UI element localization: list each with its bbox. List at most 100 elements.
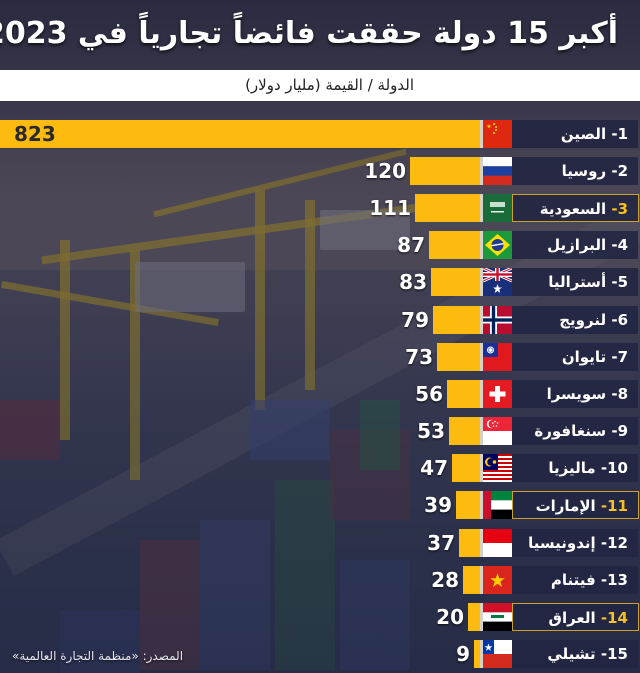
country-name: إندونيسيا: [528, 534, 596, 552]
chart-row-vietnam: 28 13- فيتنام: [0, 566, 640, 594]
rank-number: 7-: [611, 348, 628, 366]
bar-chile: [474, 640, 483, 668]
chart-row-indonesia: 37 12- إندونيسيا: [0, 529, 640, 557]
rank-number: 10-: [600, 459, 628, 477]
label-panel-chile: 15- تشيلي: [512, 640, 638, 668]
source-credit: المصدر: «منظمة التجارة العالمية»: [12, 649, 184, 663]
chile-flag-icon: [483, 640, 512, 668]
value-taiwan: 73: [405, 345, 433, 369]
taiwan-flag-icon: [483, 343, 512, 371]
country-name: البرازيل: [547, 236, 607, 254]
country-name: سنغافورة: [534, 422, 607, 440]
china-flag-icon: [483, 120, 512, 148]
country-name: روسيا: [561, 162, 607, 180]
rank-number: 14-: [600, 609, 628, 627]
rank-number: 1-: [611, 125, 628, 143]
label-panel-malaysia: 10- ماليزيا: [512, 454, 638, 482]
brazil-flag-icon: [483, 231, 512, 259]
country-label: 12- إندونيسيا: [528, 529, 628, 557]
saudi-arabia-flag-icon: [483, 194, 512, 222]
chart-row-uae: 39 11- الإمارات: [0, 491, 640, 519]
chart-title: أكبر 15 دولة حققت فائضاً تجارياً في 2023: [0, 16, 618, 51]
value-iraq: 20: [436, 605, 464, 629]
malaysia-flag-icon: [483, 454, 512, 482]
country-name: الصين: [560, 125, 607, 143]
norway-flag-icon: [483, 306, 512, 334]
bar-taiwan: [437, 343, 483, 371]
rank-number: 13-: [600, 571, 628, 589]
chart-row-australia: 83 5- أستراليا: [0, 268, 640, 296]
country-name: السعودية: [539, 200, 607, 218]
value-uae: 39: [424, 493, 452, 517]
bar-malaysia: [452, 454, 483, 482]
country-label: 10- ماليزيا: [548, 454, 628, 482]
bar-vietnam: [463, 566, 483, 594]
chart-row-iraq: 20 14- العراق: [0, 603, 640, 631]
label-panel-russia: 2- روسيا: [512, 157, 638, 185]
country-label: 2- روسيا: [562, 157, 628, 185]
value-norway: 79: [401, 308, 429, 332]
chart-row-taiwan: 73 7- تايوان: [0, 343, 640, 371]
value-indonesia: 37: [427, 531, 455, 555]
value-australia: 83: [399, 270, 427, 294]
bar-russia: [410, 157, 483, 185]
label-panel-switzerland: 8- سويسرا: [512, 380, 638, 408]
singapore-flag-icon: [483, 417, 512, 445]
rank-number: 8-: [611, 385, 628, 403]
value-singapore: 53: [417, 419, 445, 443]
country-label: 8- سويسرا: [547, 380, 628, 408]
country-label: 3- السعودية: [540, 195, 628, 223]
country-label: 14- العراق: [549, 604, 628, 632]
value-vietnam: 28: [431, 568, 459, 592]
country-label: 13- فيتنام: [551, 566, 628, 594]
chart-row-china: 823 1- الصين: [0, 120, 640, 148]
country-label: 4- البرازيل: [547, 231, 628, 259]
country-name: ماليزيا: [548, 459, 596, 477]
label-panel-iraq-highlighted: 14- العراق: [512, 603, 639, 631]
value-switzerland: 56: [415, 382, 443, 406]
chart-row-malaysia: 47 10- ماليزيا: [0, 454, 640, 482]
label-panel-china: 1- الصين: [512, 120, 638, 148]
country-label: 11- الإمارات: [536, 492, 628, 520]
russia-flag-icon: [483, 157, 512, 185]
country-name: تشيلي: [547, 645, 596, 663]
chart-row-switzerland: 56 8- سويسرا: [0, 380, 640, 408]
bar-saudi-arabia: [415, 194, 483, 222]
country-name: أستراليا: [548, 273, 607, 291]
chart-row-singapore: 53 9- سنغافورة: [0, 417, 640, 445]
country-name: لنرويج: [559, 311, 607, 329]
australia-flag-icon: [483, 268, 512, 296]
chart-subtitle: الدولة / القيمة (مليار دولار): [245, 76, 414, 94]
country-name: فيتنام: [550, 571, 596, 589]
chart-row-chile: 9 15- تشيلي: [0, 640, 640, 668]
country-name: سويسرا: [546, 385, 607, 403]
label-panel-vietnam: 13- فيتنام: [512, 566, 638, 594]
value-russia: 120: [364, 159, 406, 183]
rank-number: 3-: [611, 200, 628, 218]
rank-number: 4-: [611, 236, 628, 254]
label-panel-norway: 6- لنرويج: [512, 306, 638, 334]
label-panel-taiwan: 7- تايوان: [512, 343, 638, 371]
bar-china: 823: [0, 120, 483, 148]
label-panel-brazil: 4- البرازيل: [512, 231, 638, 259]
rank-number: 12-: [600, 534, 628, 552]
iraq-flag-icon: [483, 603, 512, 631]
bar-indonesia: [459, 529, 483, 557]
country-name: تايوان: [561, 348, 607, 366]
country-label: 1- الصين: [561, 120, 628, 148]
bar-uae: [456, 491, 483, 519]
chart-row-russia: 120 2- روسيا: [0, 157, 640, 185]
country-label: 9- سنغافورة: [534, 417, 628, 445]
vietnam-flag-icon: [483, 566, 512, 594]
label-panel-indonesia: 12- إندونيسيا: [512, 529, 638, 557]
bar-norway: [433, 306, 483, 334]
rank-number: 5-: [611, 273, 628, 291]
value-china: 823: [14, 122, 56, 146]
label-panel-singapore: 9- سنغافورة: [512, 417, 638, 445]
rank-number: 6-: [611, 311, 628, 329]
country-label: 5- أستراليا: [548, 268, 628, 296]
chart-row-saudi-arabia: 111 3- السعودية: [0, 194, 640, 222]
country-label: 6- لنرويج: [559, 306, 628, 334]
